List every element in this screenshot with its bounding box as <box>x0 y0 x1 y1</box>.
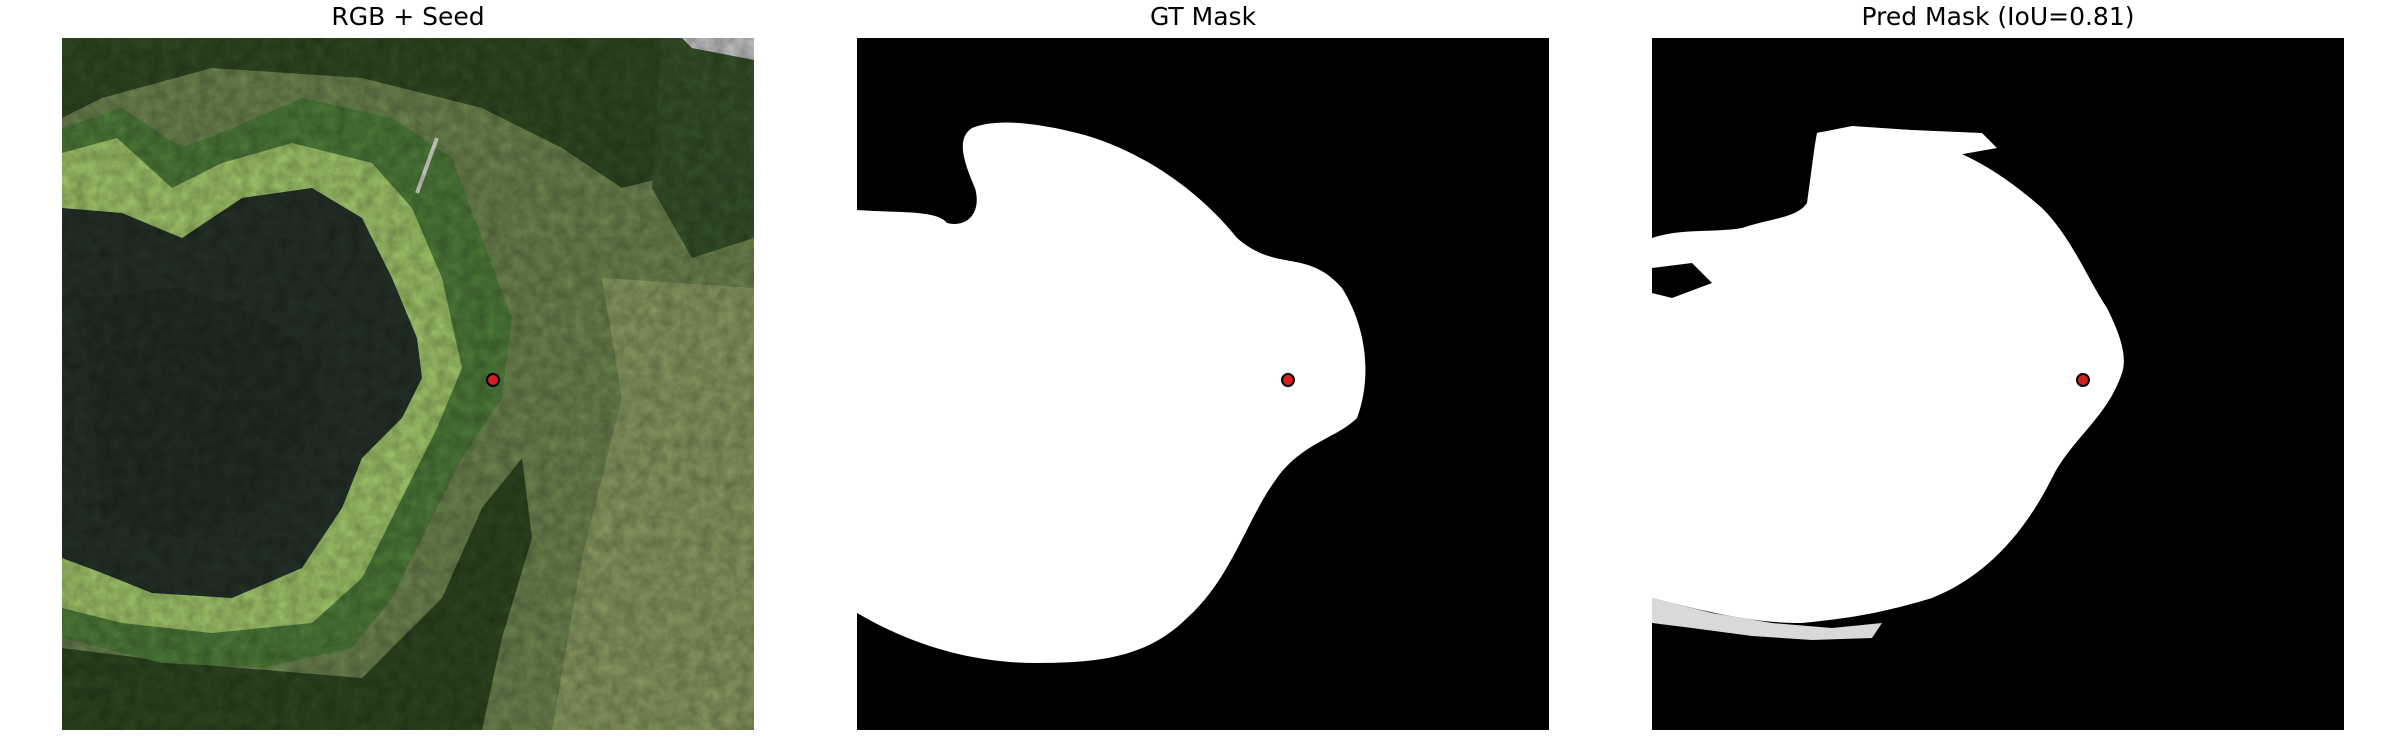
panel-pred: Pred Mask (IoU=0.81) <box>1652 0 2344 750</box>
gt-mask-region <box>857 122 1366 664</box>
seed-marker <box>1281 373 1295 387</box>
gt-mask-image <box>857 38 1549 730</box>
panel-title-rgb: RGB + Seed <box>331 2 485 31</box>
panel-gt: GT Mask <box>857 0 1549 750</box>
pred-mask-image <box>1652 38 2344 730</box>
pred-mask-region <box>1652 130 2124 623</box>
panel-title-gt: GT Mask <box>1149 2 1257 31</box>
seed-marker <box>2076 373 2090 387</box>
pred-mask-speckle-bottom <box>1652 598 1882 640</box>
panel-rgb: RGB + Seed <box>62 0 754 750</box>
rgb-aerial-image <box>62 38 754 730</box>
panel-title-pred: Pred Mask (IoU=0.81) <box>1861 2 2135 31</box>
pred-mask-speckle-top <box>1817 126 1997 156</box>
pred-mask-hole-left <box>1652 263 1712 298</box>
seed-marker <box>486 373 500 387</box>
